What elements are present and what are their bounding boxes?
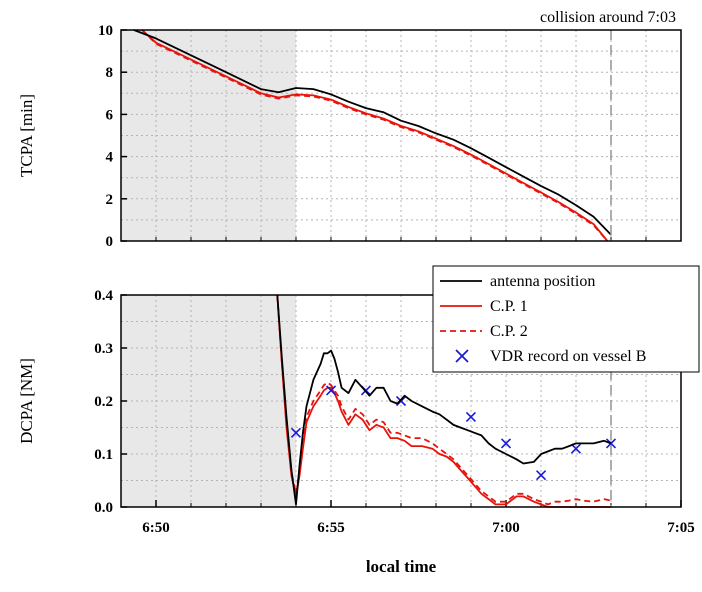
legend-label: VDR record on vessel B <box>490 348 646 365</box>
y-tick-label: 4 <box>106 150 114 166</box>
y-tick-label: 6 <box>106 107 114 123</box>
legend-item: C.P. 2 <box>440 323 528 340</box>
tcpa-y-axis-title: TCPA [min] <box>17 94 36 177</box>
dcpa-series <box>276 294 617 508</box>
y-tick-label: 0 <box>106 234 114 250</box>
collision-annotation: collision around 7:03 <box>540 9 676 26</box>
legend-label: C.P. 1 <box>490 298 528 315</box>
vdr-marker <box>465 411 476 422</box>
dcpa-panel: 0.0 0.1 0.2 0.3 0.4 6:50 6:55 7:00 7:05 DCPA [N… <box>17 265 700 576</box>
y-tick-label: 0.2 <box>94 394 113 410</box>
legend-item: C.P. 1 <box>440 298 528 315</box>
legend: antenna position C.P. 1 C.P. 2 VDR record o… <box>432 265 700 373</box>
y-tick-label: 0.3 <box>94 341 113 357</box>
dcpa-y-ticks: 0.0 0.1 0.2 0.3 0.4 <box>94 288 682 516</box>
legend-box <box>432 265 700 373</box>
tcpa-y-ticks: 0 2 4 6 8 10 <box>98 23 682 250</box>
x-tick-label: 6:55 <box>317 520 345 536</box>
series-line-c-p-1 <box>141 29 609 242</box>
legend-label: C.P. 2 <box>490 323 528 340</box>
tcpa-panel: 0 2 4 6 8 10 collision around 7:03 TCPA [min] <box>17 9 682 250</box>
x-axis-title: local time <box>366 557 437 576</box>
y-tick-label: 10 <box>98 23 113 39</box>
series-line-c-p-2 <box>141 29 609 242</box>
vdr-marker <box>326 385 337 396</box>
legend-item: antenna position <box>440 273 595 290</box>
x-tick-label: 6:50 <box>142 520 170 536</box>
dcpa-x-ticks: 6:50 6:55 7:00 7:05 <box>142 500 695 536</box>
tcpa-series <box>133 29 612 242</box>
dcpa-plot-frame <box>120 294 682 508</box>
tcpa-plot-frame <box>120 29 682 242</box>
series-line-c-p-1 <box>276 294 611 508</box>
vdr-marker <box>570 443 581 454</box>
dcpa-y-axis-title: DCPA [NM] <box>17 358 36 444</box>
y-tick-label: 8 <box>106 65 114 81</box>
y-tick-label: 0.0 <box>94 500 113 516</box>
vdr-marker <box>536 470 547 481</box>
series-line-antenna-position <box>133 29 612 236</box>
legend-items: antenna position C.P. 1 C.P. 2 VDR record o… <box>440 273 646 365</box>
legend-item: VDR record on vessel B <box>455 348 646 365</box>
vdr-marker <box>290 427 302 438</box>
vdr-marker <box>605 438 617 449</box>
series-line-c-p-2 <box>276 294 612 506</box>
series-line-antenna-position <box>276 294 612 506</box>
y-tick-label: 2 <box>106 192 114 208</box>
x-tick-label: 7:05 <box>667 520 695 536</box>
y-tick-label: 0.4 <box>94 288 113 304</box>
y-tick-label: 0.1 <box>94 447 113 463</box>
vdr-marker <box>500 438 512 449</box>
x-tick-label: 7:00 <box>492 520 520 536</box>
legend-label: antenna position <box>490 273 595 290</box>
